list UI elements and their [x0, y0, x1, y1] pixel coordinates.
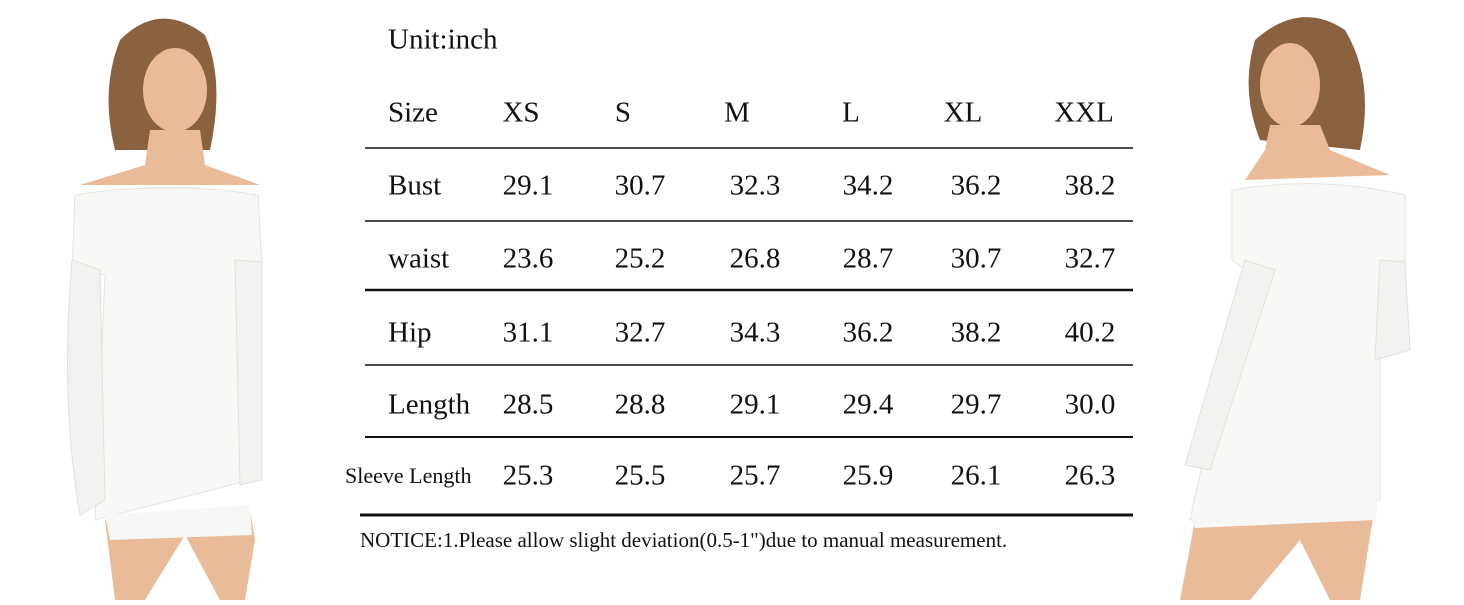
cell-value: 30.7 — [615, 170, 666, 202]
cell-value: 23.6 — [503, 243, 554, 275]
unit-title: Unit:inch — [388, 24, 498, 56]
cell-value: 34.3 — [730, 317, 781, 349]
notice: NOTICE:1.Please allow slight deviation(0… — [360, 528, 1007, 552]
cell-value: 29.7 — [951, 389, 1002, 421]
cell-value: 25.9 — [843, 460, 894, 492]
cell-value: 38.2 — [951, 317, 1002, 349]
row-label: Bust — [388, 170, 441, 202]
cell-value: 28.5 — [503, 389, 554, 421]
size-header: S — [615, 97, 631, 129]
cell-value: 29.1 — [730, 389, 781, 421]
cell-value: 25.7 — [730, 460, 781, 492]
size-header: XL — [944, 97, 983, 129]
cell-value: 26.3 — [1065, 460, 1116, 492]
cell-value: 32.3 — [730, 170, 781, 202]
row-label: waist — [388, 243, 449, 275]
header-label: Size — [388, 97, 438, 129]
cell-value: 40.2 — [1065, 317, 1116, 349]
table-rules — [360, 147, 1133, 517]
cell-value: 29.1 — [503, 170, 554, 202]
size-header: XXL — [1054, 97, 1114, 129]
cell-value: 28.7 — [843, 243, 894, 275]
size-header: M — [724, 97, 750, 129]
cell-value: 34.2 — [843, 170, 894, 202]
cell-value: 31.1 — [503, 317, 554, 349]
size-header: L — [842, 97, 860, 129]
cell-value: 25.2 — [615, 243, 666, 275]
cell-value: 30.0 — [1065, 389, 1116, 421]
cell-value: 38.2 — [1065, 170, 1116, 202]
cell-value: 32.7 — [1065, 243, 1116, 275]
cell-value: 28.8 — [615, 389, 666, 421]
cell-value: 26.8 — [730, 243, 781, 275]
cell-value: 36.2 — [843, 317, 894, 349]
cell-value: 29.4 — [843, 389, 894, 421]
row-label: Sleeve Length — [345, 463, 471, 488]
cell-value: 30.7 — [951, 243, 1002, 275]
row-label: Hip — [388, 317, 432, 349]
cell-value: 25.3 — [503, 460, 554, 492]
row-label: Length — [388, 389, 471, 421]
cell-value: 26.1 — [951, 460, 1002, 492]
size-header: XS — [502, 97, 539, 129]
cell-value: 32.7 — [615, 317, 666, 349]
cell-value: 36.2 — [951, 170, 1002, 202]
model-left — [67, 18, 263, 600]
model-right — [1180, 17, 1411, 600]
cell-value: 25.5 — [615, 460, 666, 492]
